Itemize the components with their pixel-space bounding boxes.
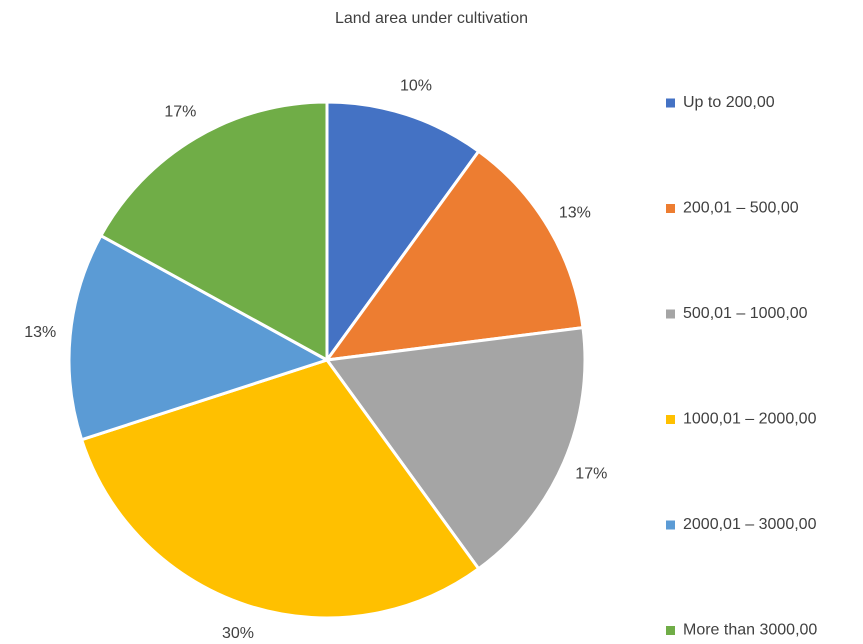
data-label-6: 17%: [164, 103, 196, 120]
chart-title: Land area under cultivation: [334, 10, 529, 27]
legend-swatch-5: [666, 520, 675, 530]
legend-swatch-4: [666, 415, 675, 424]
pie-slice-6: [99, 100, 329, 362]
pie-slice-1: [325, 100, 481, 362]
data-label-5: 13%: [24, 324, 56, 341]
legend-swatch-1: [666, 98, 675, 108]
pie-slice-4: [80, 358, 481, 620]
legend-item-3: 500,01 – 1000,00: [666, 305, 808, 322]
legend-label-3: 500,01 – 1000,00: [683, 305, 808, 322]
pie-slice-2: [325, 149, 585, 362]
legend-item-5: 2000,01 – 3000,00: [666, 516, 817, 533]
legend-swatch-6: [666, 626, 675, 635]
legend-label-4: 1000,01 – 2000,00: [683, 411, 817, 428]
data-label-3: 17%: [575, 466, 607, 483]
legend-label-2: 200,01 – 500,00: [683, 200, 799, 217]
legend-item-4: 1000,01 – 2000,00: [666, 411, 817, 428]
data-label-2: 13%: [559, 205, 591, 222]
legend-label-5: 2000,01 – 3000,00: [683, 516, 817, 533]
legend-item-2: 200,01 – 500,00: [666, 200, 799, 217]
pie-slice-5: [67, 234, 329, 442]
legend-item-6: More than 3000,00: [666, 622, 817, 639]
legend-label-6: More than 3000,00: [683, 622, 817, 639]
pie-slice-3: [325, 326, 587, 571]
legend-swatch-3: [666, 309, 675, 319]
legend-swatch-2: [666, 204, 675, 213]
data-label-1: 10%: [400, 77, 432, 94]
legend-label-1: Up to 200,00: [683, 94, 775, 111]
data-label-4: 30%: [222, 625, 254, 642]
legend-item-1: Up to 200,00: [666, 94, 775, 111]
